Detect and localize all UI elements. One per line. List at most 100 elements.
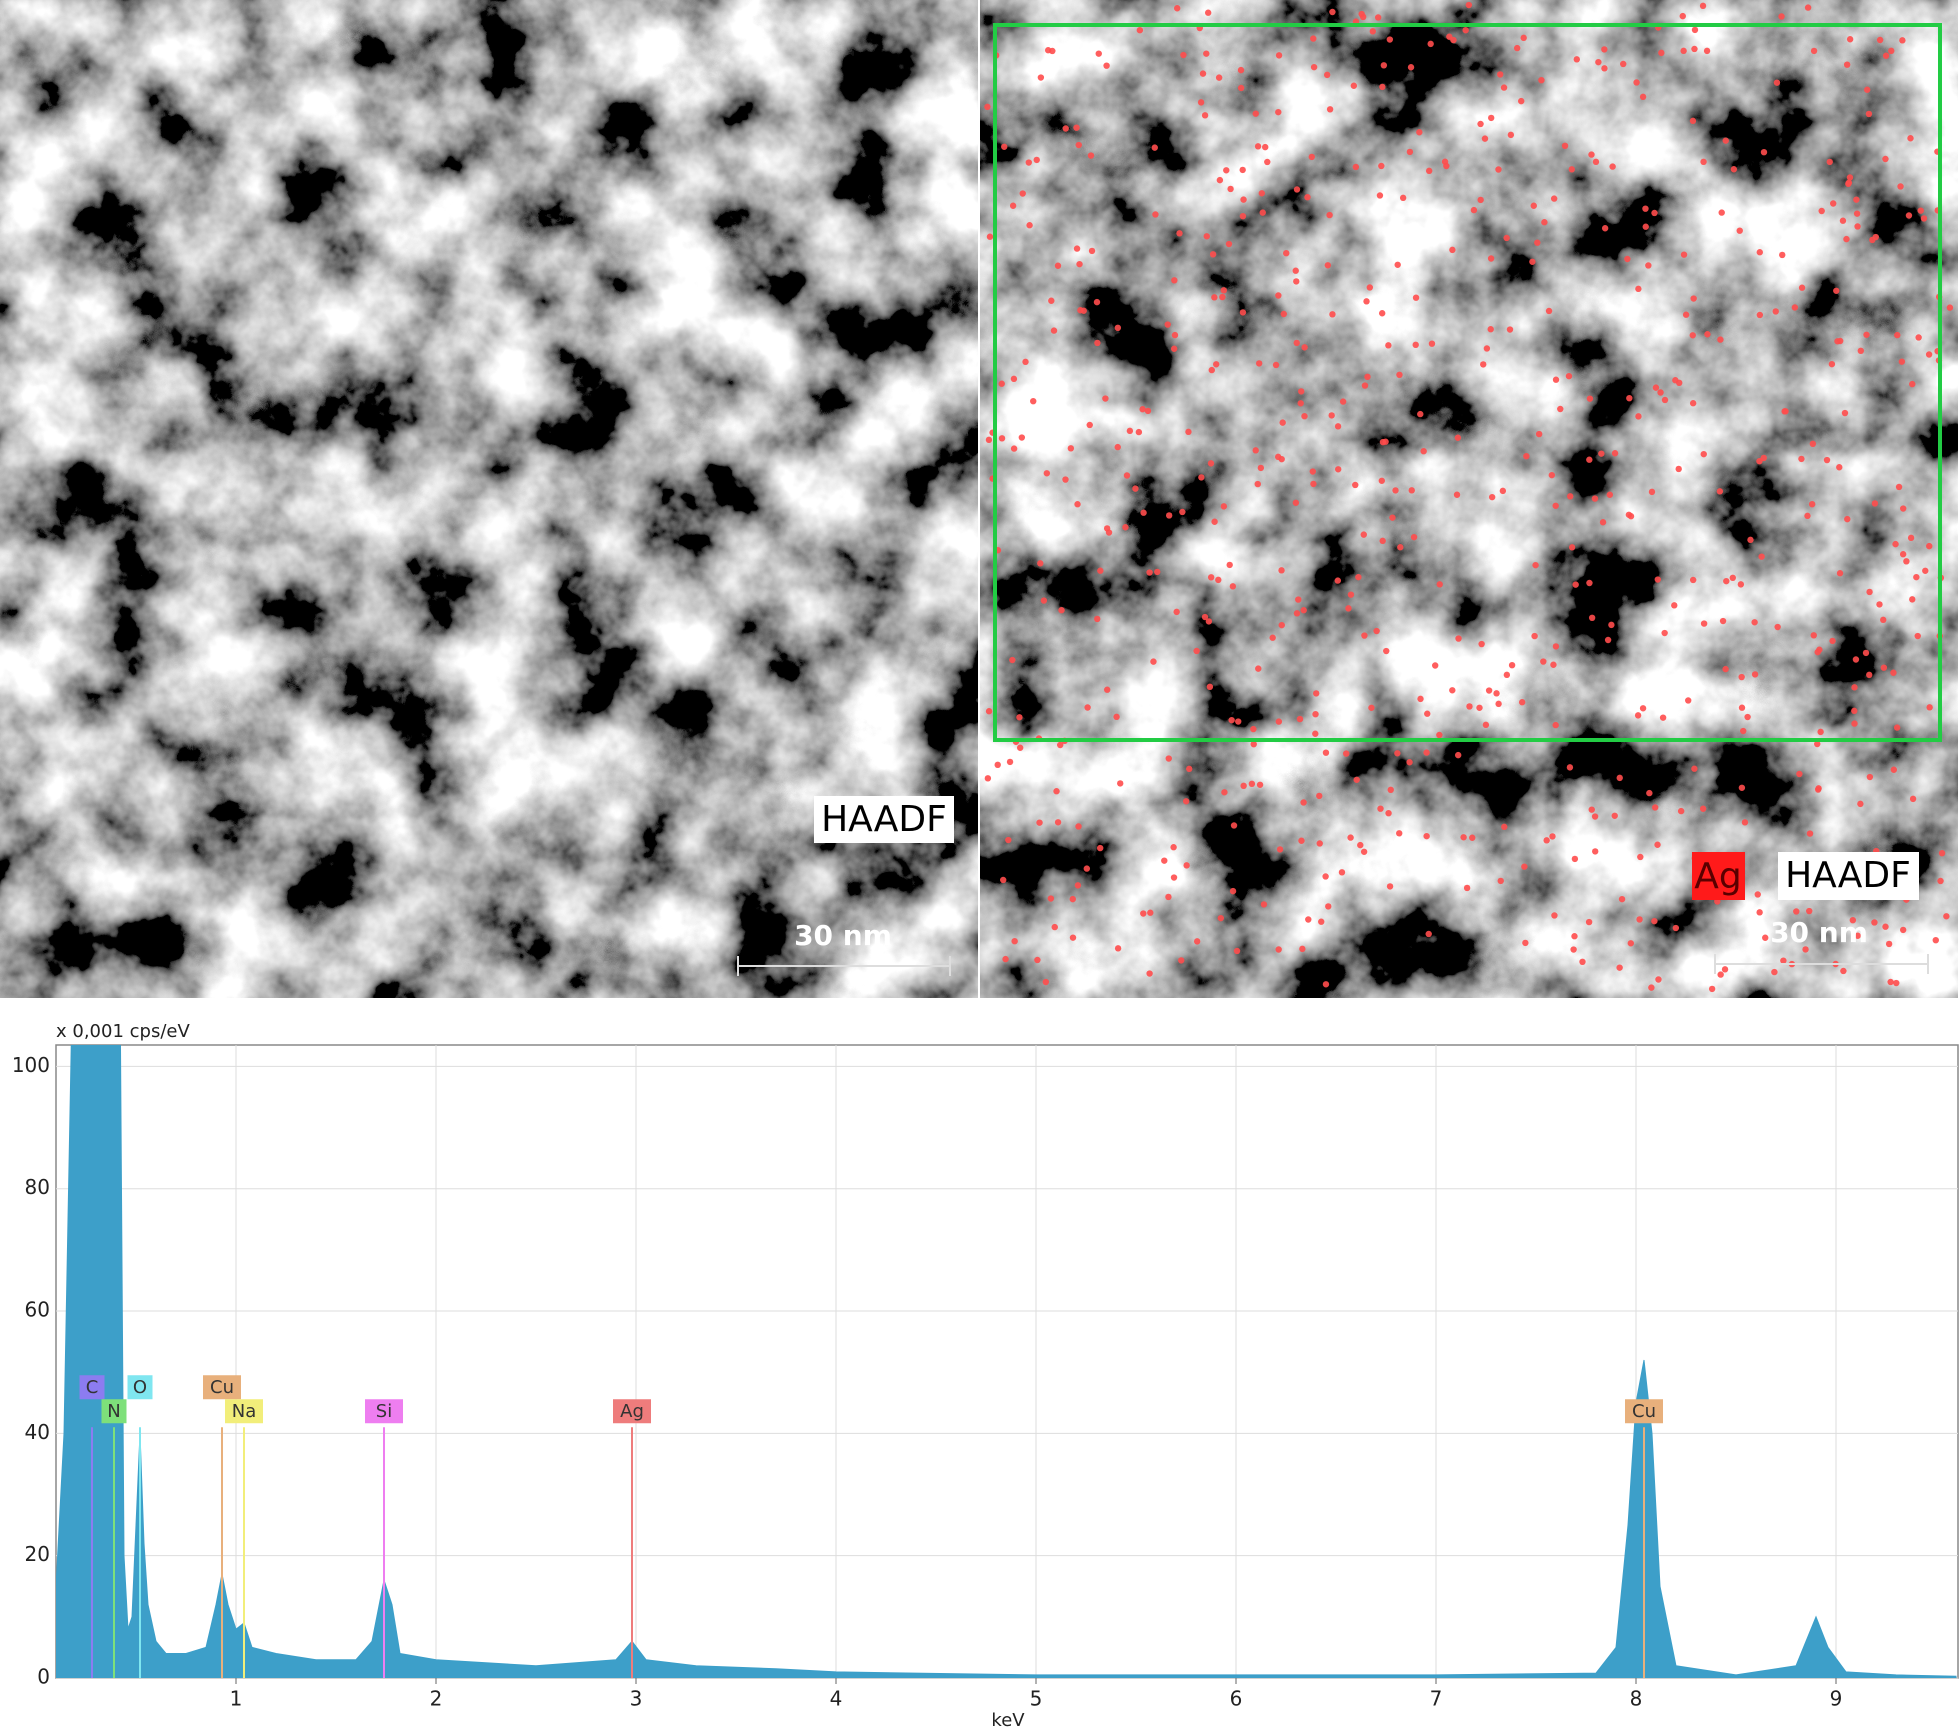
ag-dot bbox=[1103, 62, 1110, 69]
ag-dot bbox=[1165, 755, 1172, 762]
ag-dot bbox=[986, 233, 994, 240]
ag-dot bbox=[1818, 207, 1825, 215]
ag-dot bbox=[1094, 339, 1101, 347]
ag-dot bbox=[1005, 836, 1012, 844]
ag-dot bbox=[1481, 135, 1489, 142]
ag-dot bbox=[1293, 339, 1300, 347]
ag-dot bbox=[1026, 222, 1033, 229]
ag-dot bbox=[1760, 148, 1768, 156]
ag-dot bbox=[1618, 895, 1626, 903]
ag-dot bbox=[1378, 310, 1386, 317]
ag-dot bbox=[1132, 485, 1139, 492]
ag-dot bbox=[1571, 933, 1578, 940]
ag-dot bbox=[1380, 62, 1388, 69]
ag-dot bbox=[1135, 428, 1143, 436]
ag-dot bbox=[1853, 210, 1861, 217]
ag-dot bbox=[1152, 211, 1159, 218]
ag-dot bbox=[1550, 661, 1557, 668]
ag-dot bbox=[1275, 946, 1282, 953]
ag-dot bbox=[1140, 910, 1147, 917]
ag-dot bbox=[1275, 292, 1282, 299]
ag-dot bbox=[1857, 800, 1864, 808]
ag-dot bbox=[1909, 795, 1917, 803]
ag-dot bbox=[999, 876, 1007, 884]
ag-dot bbox=[1173, 608, 1180, 616]
ag-dot bbox=[1165, 893, 1172, 901]
micrograph bbox=[980, 0, 1958, 998]
plot-area bbox=[55, 1044, 1959, 1679]
ag-dot bbox=[1586, 395, 1594, 402]
ag-dot bbox=[1094, 615, 1101, 623]
ag-dot bbox=[1406, 148, 1414, 156]
peak-label-box bbox=[225, 1399, 263, 1424]
ag-dot bbox=[1591, 495, 1599, 502]
ag-dot bbox=[1530, 202, 1537, 209]
ag-dot bbox=[1126, 427, 1134, 435]
ag-dot bbox=[1465, 1, 1473, 9]
ag-dot bbox=[1042, 978, 1050, 986]
ag-dot bbox=[1259, 209, 1266, 216]
ag-dot bbox=[1691, 26, 1699, 34]
ag-dot bbox=[1751, 619, 1758, 626]
ag-dot bbox=[1872, 233, 1879, 241]
ag-dot bbox=[1076, 260, 1083, 268]
ag-dot bbox=[1852, 656, 1860, 663]
ag-dot bbox=[1010, 375, 1018, 383]
ag-dot bbox=[1226, 561, 1233, 569]
ag-dot bbox=[1611, 812, 1618, 819]
ag-dot bbox=[1432, 662, 1439, 669]
ag-dot bbox=[1460, 834, 1467, 841]
ag-dot bbox=[1278, 567, 1285, 574]
ag-dot bbox=[1292, 499, 1300, 506]
ag-dot bbox=[1518, 699, 1526, 706]
peak-label-box bbox=[1625, 1399, 1663, 1424]
ag-dot bbox=[1412, 341, 1419, 349]
ag-dot bbox=[1834, 338, 1841, 345]
ag-dot bbox=[1275, 52, 1283, 59]
ag-dot bbox=[1334, 577, 1342, 584]
ag-dot bbox=[1296, 715, 1304, 723]
ag-dot bbox=[1830, 200, 1837, 207]
ag-dot bbox=[1561, 142, 1569, 150]
ag-dot bbox=[1719, 617, 1727, 625]
ag-dot bbox=[1316, 840, 1323, 847]
ag-dot bbox=[1073, 124, 1080, 131]
ag-dot bbox=[1661, 629, 1668, 637]
ag-dot bbox=[1772, 308, 1779, 315]
ag-dot bbox=[1738, 784, 1746, 791]
x-tick-label: 2 bbox=[430, 1687, 443, 1711]
ag-dot bbox=[1347, 834, 1354, 841]
ag-dot bbox=[1230, 822, 1238, 829]
ag-dot bbox=[1682, 311, 1690, 318]
ag-dot bbox=[1616, 774, 1623, 782]
ag-dot bbox=[1627, 940, 1635, 947]
ag-dot bbox=[1778, 13, 1785, 20]
ag-dot bbox=[1633, 79, 1640, 86]
ag-dot bbox=[1364, 373, 1371, 381]
ag-dot bbox=[1019, 190, 1026, 197]
ag-dot bbox=[1722, 665, 1729, 673]
ag-dot bbox=[1477, 120, 1484, 128]
ag-dot bbox=[1322, 873, 1329, 880]
ag-dot bbox=[1552, 721, 1559, 729]
ag-dot bbox=[1084, 704, 1091, 711]
ag-dot bbox=[1495, 700, 1502, 708]
ag-dot bbox=[1043, 470, 1051, 477]
y-tick-label: 40 bbox=[25, 1420, 50, 1444]
ag-dot bbox=[1199, 70, 1207, 77]
ag-dot bbox=[1671, 602, 1678, 609]
ag-dot bbox=[1215, 74, 1223, 81]
ag-dot bbox=[1721, 966, 1729, 973]
ag-dot bbox=[1279, 419, 1286, 426]
ag-dot bbox=[1219, 293, 1226, 301]
ag-dot bbox=[1508, 661, 1516, 669]
ag-dot bbox=[1903, 558, 1910, 565]
ag-dot bbox=[1074, 501, 1081, 508]
ag-dot bbox=[1637, 853, 1644, 861]
ag-dot bbox=[1495, 166, 1502, 173]
ag-dot bbox=[1453, 491, 1461, 498]
ag-dot bbox=[1639, 705, 1647, 712]
ag-dot bbox=[1037, 74, 1045, 81]
ag-dot bbox=[1368, 704, 1375, 711]
ag-dot bbox=[1679, 12, 1686, 20]
